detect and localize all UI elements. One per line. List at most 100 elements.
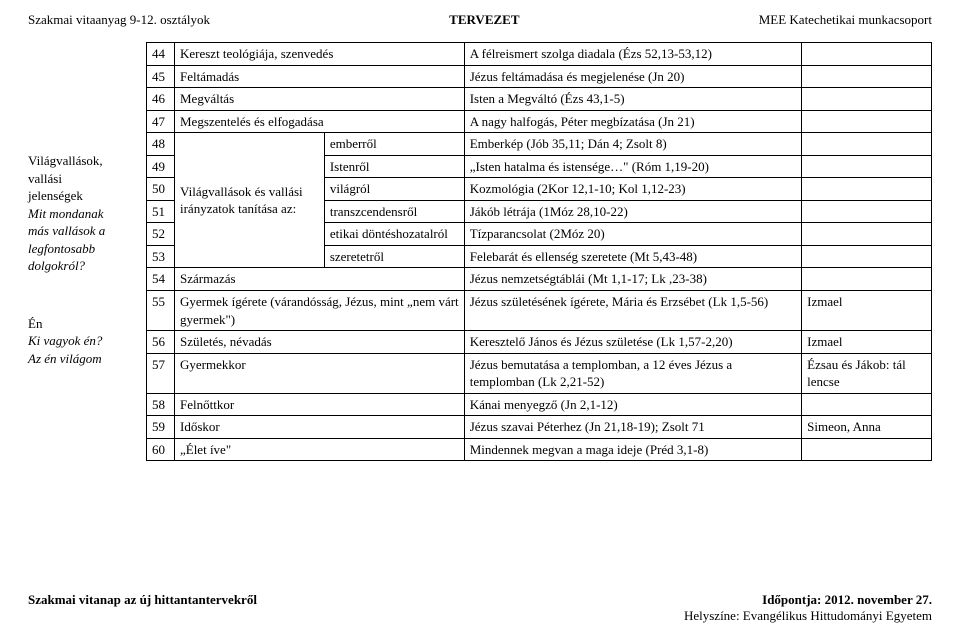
table-cell: Gyermekkor xyxy=(174,353,464,393)
footer-left: Szakmai vitanap az új hittantantervekről xyxy=(28,592,257,624)
table-cell xyxy=(802,393,932,416)
page-header: Szakmai vitaanyag 9-12. osztályok TERVEZ… xyxy=(28,12,932,28)
table-cell: 56 xyxy=(147,331,175,354)
header-center: TERVEZET xyxy=(210,12,759,28)
table-cell xyxy=(802,178,932,201)
side-column: Világvallások, vallási jelenségek Mit mo… xyxy=(28,42,146,461)
header-right: MEE Katechetikai munkacsoport xyxy=(759,12,932,28)
table-cell: Felnőttkor xyxy=(174,393,464,416)
side-block-1: Világvallások, vallási jelenségek Mit mo… xyxy=(28,152,146,275)
table-cell: Jákób létrája (1Móz 28,10-22) xyxy=(464,200,801,223)
table-cell: 50 xyxy=(147,178,175,201)
side-italic: legfontosabb xyxy=(28,240,146,258)
table-row: 55Gyermek ígérete (várandósság, Jézus, m… xyxy=(147,291,932,331)
table-cell xyxy=(802,245,932,268)
table-cell: 54 xyxy=(147,268,175,291)
side-block-2: Én Ki vagyok én? Az én világom xyxy=(28,315,146,368)
header-left: Szakmai vitaanyag 9-12. osztályok xyxy=(28,12,210,28)
table-cell xyxy=(802,155,932,178)
table-cell: 53 xyxy=(147,245,175,268)
side-italic: dolgokról? xyxy=(28,257,146,275)
table-cell: 57 xyxy=(147,353,175,393)
table-cell: Jézus születésének ígérete, Mária és Erz… xyxy=(464,291,801,331)
table-cell xyxy=(802,88,932,111)
side-italic: Az én világom xyxy=(28,350,146,368)
table-cell: 60 xyxy=(147,438,175,461)
table-cell: 59 xyxy=(147,416,175,439)
side-italic: Ki vagyok én? xyxy=(28,332,146,350)
table-cell: Tízparancsolat (2Móz 20) xyxy=(464,223,801,246)
side-text: jelenségek xyxy=(28,187,146,205)
table-cell: 44 xyxy=(147,43,175,66)
table-row: 47Megszentelés és elfogadásaA nagy halfo… xyxy=(147,110,932,133)
table-cell: világról xyxy=(324,178,464,201)
table-cell: Jézus szavai Péterhez (Jn 21,18-19); Zso… xyxy=(464,416,801,439)
table-cell: Származás xyxy=(174,268,464,291)
table-cell: Jézus feltámadása és megjelenése (Jn 20) xyxy=(464,65,801,88)
table-cell xyxy=(802,43,932,66)
table-cell: Istenről xyxy=(324,155,464,178)
table-cell: Megszentelés és elfogadása xyxy=(174,110,464,133)
table-row: 58FelnőttkorKánai menyegző (Jn 2,1-12) xyxy=(147,393,932,416)
side-text: Világvallások, xyxy=(28,152,146,170)
main-content: Világvallások, vallási jelenségek Mit mo… xyxy=(28,42,932,461)
table-cell: Izmael xyxy=(802,291,932,331)
table-cell xyxy=(802,438,932,461)
footer-right-line1: Időpontja: 2012. november 27. xyxy=(762,592,932,607)
table-cell: Emberkép (Jób 35,11; Dán 4; Zsolt 8) xyxy=(464,133,801,156)
table-cell: Felebarát és ellenség szeretete (Mt 5,43… xyxy=(464,245,801,268)
table-cell: Időskor xyxy=(174,416,464,439)
table-cell: 48 xyxy=(147,133,175,156)
table-cell: Mindennek megvan a maga ideje (Préd 3,1-… xyxy=(464,438,801,461)
table-cell: Világvallások és vallási irányzatok taní… xyxy=(174,133,324,268)
table-cell: Születés, névadás xyxy=(174,331,464,354)
table-cell xyxy=(802,133,932,156)
table-row: 44Kereszt teológiája, szenvedésA félreis… xyxy=(147,43,932,66)
table-cell: 49 xyxy=(147,155,175,178)
footer-right: Időpontja: 2012. november 27. Helyszíne:… xyxy=(684,592,932,624)
table-cell: A félreismert szolga diadala (Ézs 52,13-… xyxy=(464,43,801,66)
table-cell: „Isten hatalma és istensége…" (Róm 1,19-… xyxy=(464,155,801,178)
table-row: 59IdőskorJézus szavai Péterhez (Jn 21,18… xyxy=(147,416,932,439)
table-cell: Isten a Megváltó (Ézs 43,1-5) xyxy=(464,88,801,111)
table-cell: Kozmológia (2Kor 12,1-10; Kol 1,12-23) xyxy=(464,178,801,201)
table-cell: 55 xyxy=(147,291,175,331)
table-cell: Feltámadás xyxy=(174,65,464,88)
side-title: Én xyxy=(28,315,146,333)
table-row: 60„Élet íve"Mindennek megvan a maga idej… xyxy=(147,438,932,461)
curriculum-table: 44Kereszt teológiája, szenvedésA félreis… xyxy=(146,42,932,461)
table-cell xyxy=(802,223,932,246)
table-row: 48Világvallások és vallási irányzatok ta… xyxy=(147,133,932,156)
table-row: 54SzármazásJézus nemzetségtáblái (Mt 1,1… xyxy=(147,268,932,291)
table-cell: Jézus nemzetségtáblái (Mt 1,1-17; Lk ,23… xyxy=(464,268,801,291)
table-cell: Ézsau és Jákob: tál lencse xyxy=(802,353,932,393)
table-cell xyxy=(802,65,932,88)
table-cell: Izmael xyxy=(802,331,932,354)
side-text: vallási xyxy=(28,170,146,188)
table-cell: 46 xyxy=(147,88,175,111)
table-cell: szeretetről xyxy=(324,245,464,268)
table-cell: 52 xyxy=(147,223,175,246)
table-cell xyxy=(802,110,932,133)
table-row: 46MegváltásIsten a Megváltó (Ézs 43,1-5) xyxy=(147,88,932,111)
table-cell: 45 xyxy=(147,65,175,88)
table-cell: Simeon, Anna xyxy=(802,416,932,439)
table-cell: Gyermek ígérete (várandósság, Jézus, min… xyxy=(174,291,464,331)
table-cell: Jézus bemutatása a templomban, a 12 éves… xyxy=(464,353,801,393)
table-cell: 51 xyxy=(147,200,175,223)
table-row: 56Születés, névadásKeresztelő János és J… xyxy=(147,331,932,354)
table-cell: 47 xyxy=(147,110,175,133)
table-cell: Kánai menyegző (Jn 2,1-12) xyxy=(464,393,801,416)
table-cell: transzcendensről xyxy=(324,200,464,223)
table-cell: „Élet íve" xyxy=(174,438,464,461)
table-row: 57GyermekkorJézus bemutatása a templomba… xyxy=(147,353,932,393)
side-italic: Mit mondanak xyxy=(28,205,146,223)
side-italic: más vallások a xyxy=(28,222,146,240)
table-cell: Megváltás xyxy=(174,88,464,111)
table-cell: etikai döntéshozatalról xyxy=(324,223,464,246)
table-cell xyxy=(802,268,932,291)
footer-right-line2: Helyszíne: Evangélikus Hittudományi Egye… xyxy=(684,608,932,623)
table-cell: emberről xyxy=(324,133,464,156)
page-footer: Szakmai vitanap az új hittantantervekről… xyxy=(28,592,932,624)
table-cell: 58 xyxy=(147,393,175,416)
